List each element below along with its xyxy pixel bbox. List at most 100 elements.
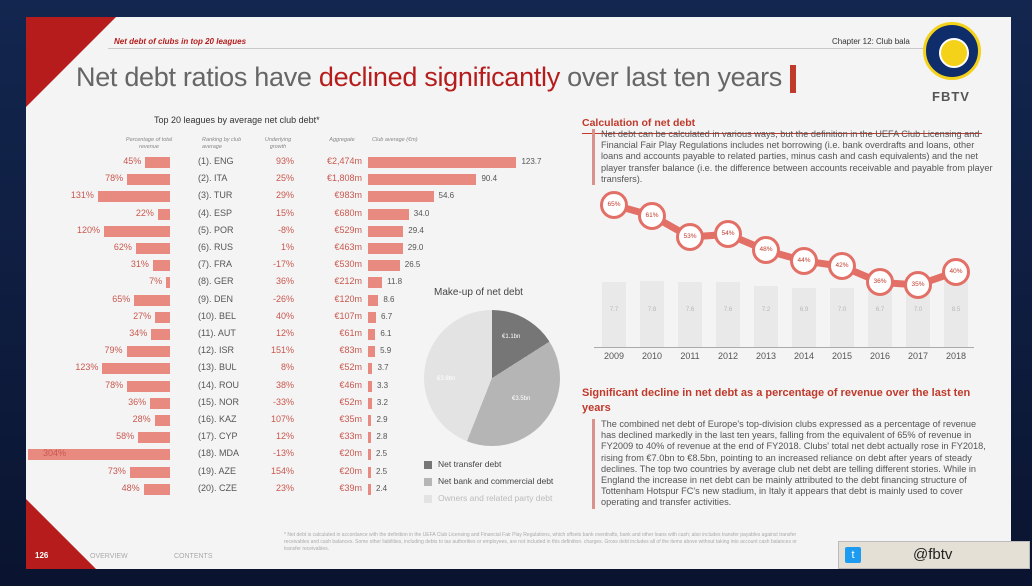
growth-value: -13% — [272, 448, 294, 459]
pct-bar — [28, 449, 170, 461]
col-header-pct: Percentage of total revenue — [125, 137, 173, 150]
aggregate-value: €46m — [339, 379, 362, 390]
rank-label: (17). CYP — [198, 431, 238, 442]
legend-label: Net transfer debt — [438, 459, 502, 469]
aggregate-value: €33m — [339, 431, 362, 442]
club-avg-bar — [368, 208, 409, 220]
pct-value: 58% — [116, 431, 135, 442]
debt-bar — [678, 282, 702, 347]
club-avg-value: 2.9 — [376, 415, 388, 424]
growth-value: 1% — [280, 242, 294, 252]
nav-contents-link[interactable]: CONTENTS — [174, 553, 213, 560]
club-avg-bar — [368, 449, 371, 461]
year-tick-label: 2013 — [755, 351, 777, 361]
rank-label: (8). GER — [198, 276, 234, 287]
pct-bar — [126, 346, 170, 358]
growth-value: 25% — [275, 173, 294, 184]
pct-value: 79% — [104, 345, 123, 356]
league-table-title: Top 20 leagues by average net club debt* — [154, 115, 320, 125]
club-avg-value: 3.7 — [377, 363, 389, 373]
rank-label: (7). FRA — [198, 259, 233, 270]
aggregate-value: €1,808m — [326, 173, 362, 184]
pct-value: 36% — [128, 396, 147, 407]
rank-label: (1). ENG — [198, 156, 234, 166]
club-avg-value: 29.4 — [408, 225, 424, 235]
page-number: 126 — [35, 551, 49, 560]
pct-line — [613, 201, 958, 289]
growth-value: 107% — [270, 414, 294, 424]
pct-bar — [97, 191, 170, 203]
debt-bar — [944, 274, 968, 347]
pct-bar — [104, 225, 170, 237]
page-title: Net debt ratios have declined significan… — [76, 62, 797, 93]
growth-value: 36% — [275, 276, 294, 287]
social-banner: t @fbtv — [838, 541, 1030, 569]
legend-item: Net transfer debt — [424, 459, 501, 469]
club-avg-bar — [368, 397, 372, 409]
rank-label: (18). MDA — [198, 448, 240, 459]
pct-bar — [127, 174, 170, 186]
club-avg-bar — [368, 260, 400, 272]
title-highlight: declined significantly — [318, 62, 560, 92]
pct-value: 123% — [75, 362, 99, 373]
debt-bar — [716, 282, 740, 347]
rank-label: (11). AUT — [198, 328, 236, 338]
club-avg-value: 2.8 — [376, 432, 388, 442]
debt-bar-value: 7.0 — [913, 307, 923, 313]
club-avg-bar — [368, 432, 372, 444]
growth-value: 93% — [275, 156, 294, 166]
nav-overview-link[interactable]: OVERVIEW — [90, 553, 128, 560]
pct-value: 78% — [105, 173, 124, 184]
pct-value: 73% — [107, 465, 126, 476]
pct-bar — [150, 397, 170, 409]
pct-bar — [127, 380, 170, 392]
col-header-club: Club average (€m) — [372, 137, 418, 143]
rank-label: (5). POR — [198, 224, 234, 235]
year-tick-label: 2010 — [641, 351, 663, 361]
club-avg-value: 26.5 — [404, 260, 421, 270]
pct-value: 34% — [129, 328, 148, 338]
footnote: * Net debt is calculated in accordance w… — [284, 532, 797, 552]
growth-value: -33% — [272, 396, 294, 407]
debt-bar-value: 7.6 — [685, 307, 695, 313]
debt-bar — [792, 288, 816, 347]
debt-bar — [830, 287, 854, 347]
legend-label: Owners and related party debt — [438, 493, 553, 503]
year-tick-label: 2011 — [680, 351, 700, 361]
year-tick-label: 2018 — [945, 351, 967, 361]
chapter-label: Chapter 12: Club bala — [832, 37, 910, 46]
growth-value: 40% — [275, 310, 294, 321]
pct-bar — [155, 311, 170, 323]
year-tick-label: 2009 — [603, 351, 625, 361]
aggregate-value: €212m — [334, 276, 362, 287]
growth-value: -26% — [272, 293, 294, 304]
growth-value: 38% — [275, 379, 294, 390]
rank-label: (13). BUL — [198, 362, 237, 373]
aggregate-value: €52m — [339, 362, 362, 373]
club-avg-value: 34.0 — [413, 208, 430, 218]
report-slide: Net debt of clubs in top 20 leagues Chap… — [26, 17, 1011, 569]
decline-paragraph: The combined net debt of Europe's top-di… — [592, 419, 993, 509]
pct-point: 40% — [942, 257, 970, 286]
club-avg-value: 3.3 — [376, 380, 389, 390]
rank-label: (2). ITA — [198, 173, 228, 184]
legend-item: Owners and related party debt — [424, 493, 552, 503]
club-avg-bar — [368, 243, 403, 254]
calc-paragraph: Net debt can be calculated in various wa… — [592, 129, 993, 186]
pct-bar — [143, 483, 170, 495]
pct-point: 54% — [714, 220, 742, 249]
col-header-growth: Underlying growth — [264, 137, 292, 150]
col-header-rank: Ranking by club average — [202, 137, 242, 150]
debt-bar — [868, 290, 892, 347]
debt-bar-value: 6.7 — [875, 307, 885, 313]
pct-value: 62% — [113, 242, 132, 252]
pct-bar — [157, 208, 170, 220]
pct-bar — [166, 277, 170, 289]
rank-label: (16). KAZ — [198, 414, 237, 424]
pct-value: 45% — [123, 156, 142, 166]
aggregate-value: €680m — [334, 207, 362, 218]
pct-value: 22% — [135, 207, 154, 218]
year-tick-label: 2014 — [793, 351, 815, 361]
pct-bar — [151, 329, 170, 340]
aggregate-value: €463m — [334, 242, 362, 252]
